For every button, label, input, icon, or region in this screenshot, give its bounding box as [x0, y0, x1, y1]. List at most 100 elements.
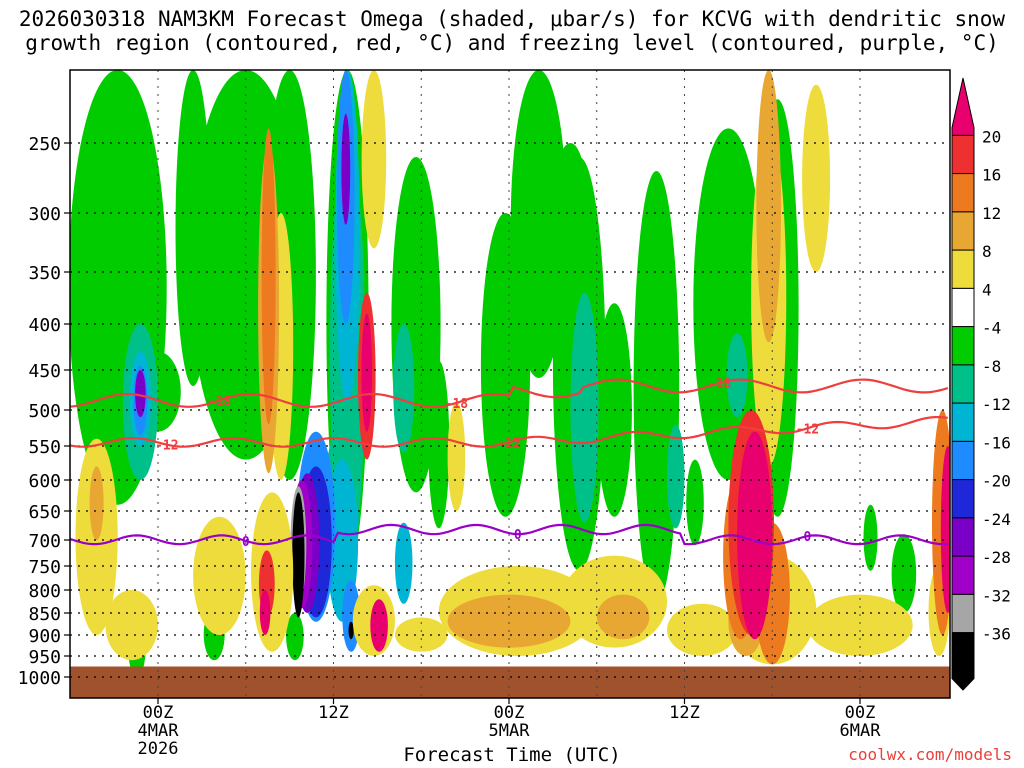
omega-cell-7: [428, 360, 450, 529]
omega-cell-57: [807, 594, 913, 656]
omega-cell-65: [756, 70, 781, 343]
freezing-level-label-0: 0: [242, 535, 250, 550]
omega-cell-46: [105, 590, 158, 661]
omega-cell-47: [193, 516, 246, 636]
colorbar-label-1: 16: [982, 166, 1001, 185]
y-tick-label-550: 550: [28, 437, 61, 458]
y-tick-label-600: 600: [28, 471, 61, 492]
y-tick-label-650: 650: [28, 502, 61, 523]
colorbar-swatch-8: [951, 402, 975, 442]
omega-shading: [70, 70, 950, 677]
omega-cell-12: [633, 171, 680, 604]
colorbar-swatch-7: [951, 364, 975, 404]
ground-surface: [70, 666, 950, 698]
y-tick-label-800: 800: [28, 581, 61, 602]
colorbar-label-6: -8: [982, 357, 1001, 376]
y-tick-label-350: 350: [28, 263, 61, 284]
omega-cell-27: [666, 424, 685, 529]
colorbar-label-13: -36: [982, 625, 1011, 644]
colorbar-label-11: -28: [982, 548, 1011, 567]
omega-cell-26: [570, 292, 599, 523]
y-tick-label-950: 950: [28, 647, 61, 668]
colorbar-label-5: -4: [982, 319, 1001, 338]
colorbar-label-0: 20: [982, 127, 1001, 146]
y-tick-label-750: 750: [28, 557, 61, 578]
x-axis-label: Forecast Time (UTC): [403, 744, 621, 766]
y-tick-label-500: 500: [28, 401, 61, 422]
colorbar-label-10: -24: [982, 510, 1011, 529]
omega-cell-28: [726, 333, 748, 418]
colorbar-swatch-4: [951, 249, 975, 289]
colorbar-swatch-3: [951, 211, 975, 251]
x-tick-label-1-0: 12Z: [318, 703, 349, 723]
y-tick-label-850: 850: [28, 604, 61, 625]
dgz-minus18-label-1: -18: [445, 397, 469, 412]
grid-lines: [70, 70, 950, 698]
y-tick-label-250: 250: [28, 134, 61, 155]
colorbar-swatch-1: [951, 134, 975, 175]
colorbar-label-9: -20: [982, 472, 1011, 491]
colorbar-label-12: -32: [982, 586, 1011, 605]
omega-cell-63: [596, 594, 650, 640]
x-tick-label-2-1: 5MAR: [489, 721, 531, 741]
dgz-minus18-label-0: -18: [208, 394, 232, 409]
dgz-minus18-label-2: -18: [708, 377, 732, 392]
colorbar-swatch-6: [951, 326, 975, 366]
y-tick-label-700: 700: [28, 531, 61, 552]
omega-cell-80: [361, 70, 387, 249]
omega-cell-19: [686, 459, 704, 546]
colorbar-swatch-0: [951, 77, 975, 136]
dgz-minus12-label-0: -12: [155, 439, 178, 454]
omega-cell-20: [891, 534, 917, 613]
omega-cell-17: [286, 613, 304, 661]
omega-cell-41: [292, 492, 305, 618]
plot-frame: [69, 69, 951, 699]
colorbar: 20 16 12 8 4 -4 -8 -12 -16 -20 -24 -28 -32 -36: [951, 77, 1011, 691]
omega-cell-18: [554, 143, 587, 249]
y-tick-label-400: 400: [28, 315, 61, 336]
omega-cell-73: [370, 599, 388, 652]
omega-cell-43: [341, 113, 351, 225]
credit-text: coolwx.com/models: [848, 745, 1012, 764]
omega-cell-66: [89, 466, 104, 540]
colorbar-label-3: 8: [982, 242, 992, 261]
ground-layer: [70, 666, 950, 698]
colorbar-swatch-10: [951, 479, 975, 519]
omega-cell-75: [361, 313, 373, 432]
omega-cell-77: [259, 590, 271, 635]
omega-cell-9: [510, 70, 567, 378]
y-tick-label-1000: 1000: [18, 668, 61, 689]
omega-cell-44: [348, 621, 354, 640]
omega-cell-59: [802, 84, 831, 272]
y-axis: 2503003504004505005506006507007508008509…: [18, 134, 70, 689]
freezing-level-label-1: 0: [514, 528, 522, 543]
omega-cell-42: [135, 370, 146, 418]
colorbar-swatch-5: [951, 287, 975, 328]
colorbar-label-7: -12: [982, 395, 1011, 414]
omega-cell-52: [447, 402, 466, 511]
omega-cell-62: [447, 594, 571, 648]
x-tick-label-0-2: 2026: [138, 739, 179, 759]
y-tick-label-300: 300: [28, 204, 61, 225]
dgz-minus12-line: [70, 416, 948, 448]
dgz-minus18-line: [70, 378, 949, 408]
x-tick-label-4-1: 6MAR: [840, 721, 882, 741]
chart-title-line1: 2026030318 NAM3KM Forecast Omega (shaded…: [18, 7, 1006, 31]
colorbar-swatch-13: [951, 593, 975, 634]
x-tick-label-3-0: 12Z: [669, 703, 700, 723]
colorbar-swatch-14: [951, 632, 975, 691]
colorbar-label-8: -16: [982, 433, 1011, 452]
chart-title-line2: growth region (contoured, red, °C) and f…: [25, 31, 999, 55]
omega-cell-21: [863, 504, 878, 571]
colorbar-swatch-2: [951, 173, 975, 213]
x-tick-label-4-0: 00Z: [845, 703, 876, 723]
omega-cell-72: [737, 431, 773, 640]
dgz-minus12-label-2: -12: [796, 422, 819, 437]
colorbar-swatch-11: [951, 517, 975, 557]
colorbar-swatch-9: [951, 440, 975, 481]
x-tick-label-0-0: 00Z: [143, 703, 174, 723]
colorbar-label-4: 4: [982, 280, 992, 299]
freezing-level-label-2: 0: [803, 530, 811, 545]
